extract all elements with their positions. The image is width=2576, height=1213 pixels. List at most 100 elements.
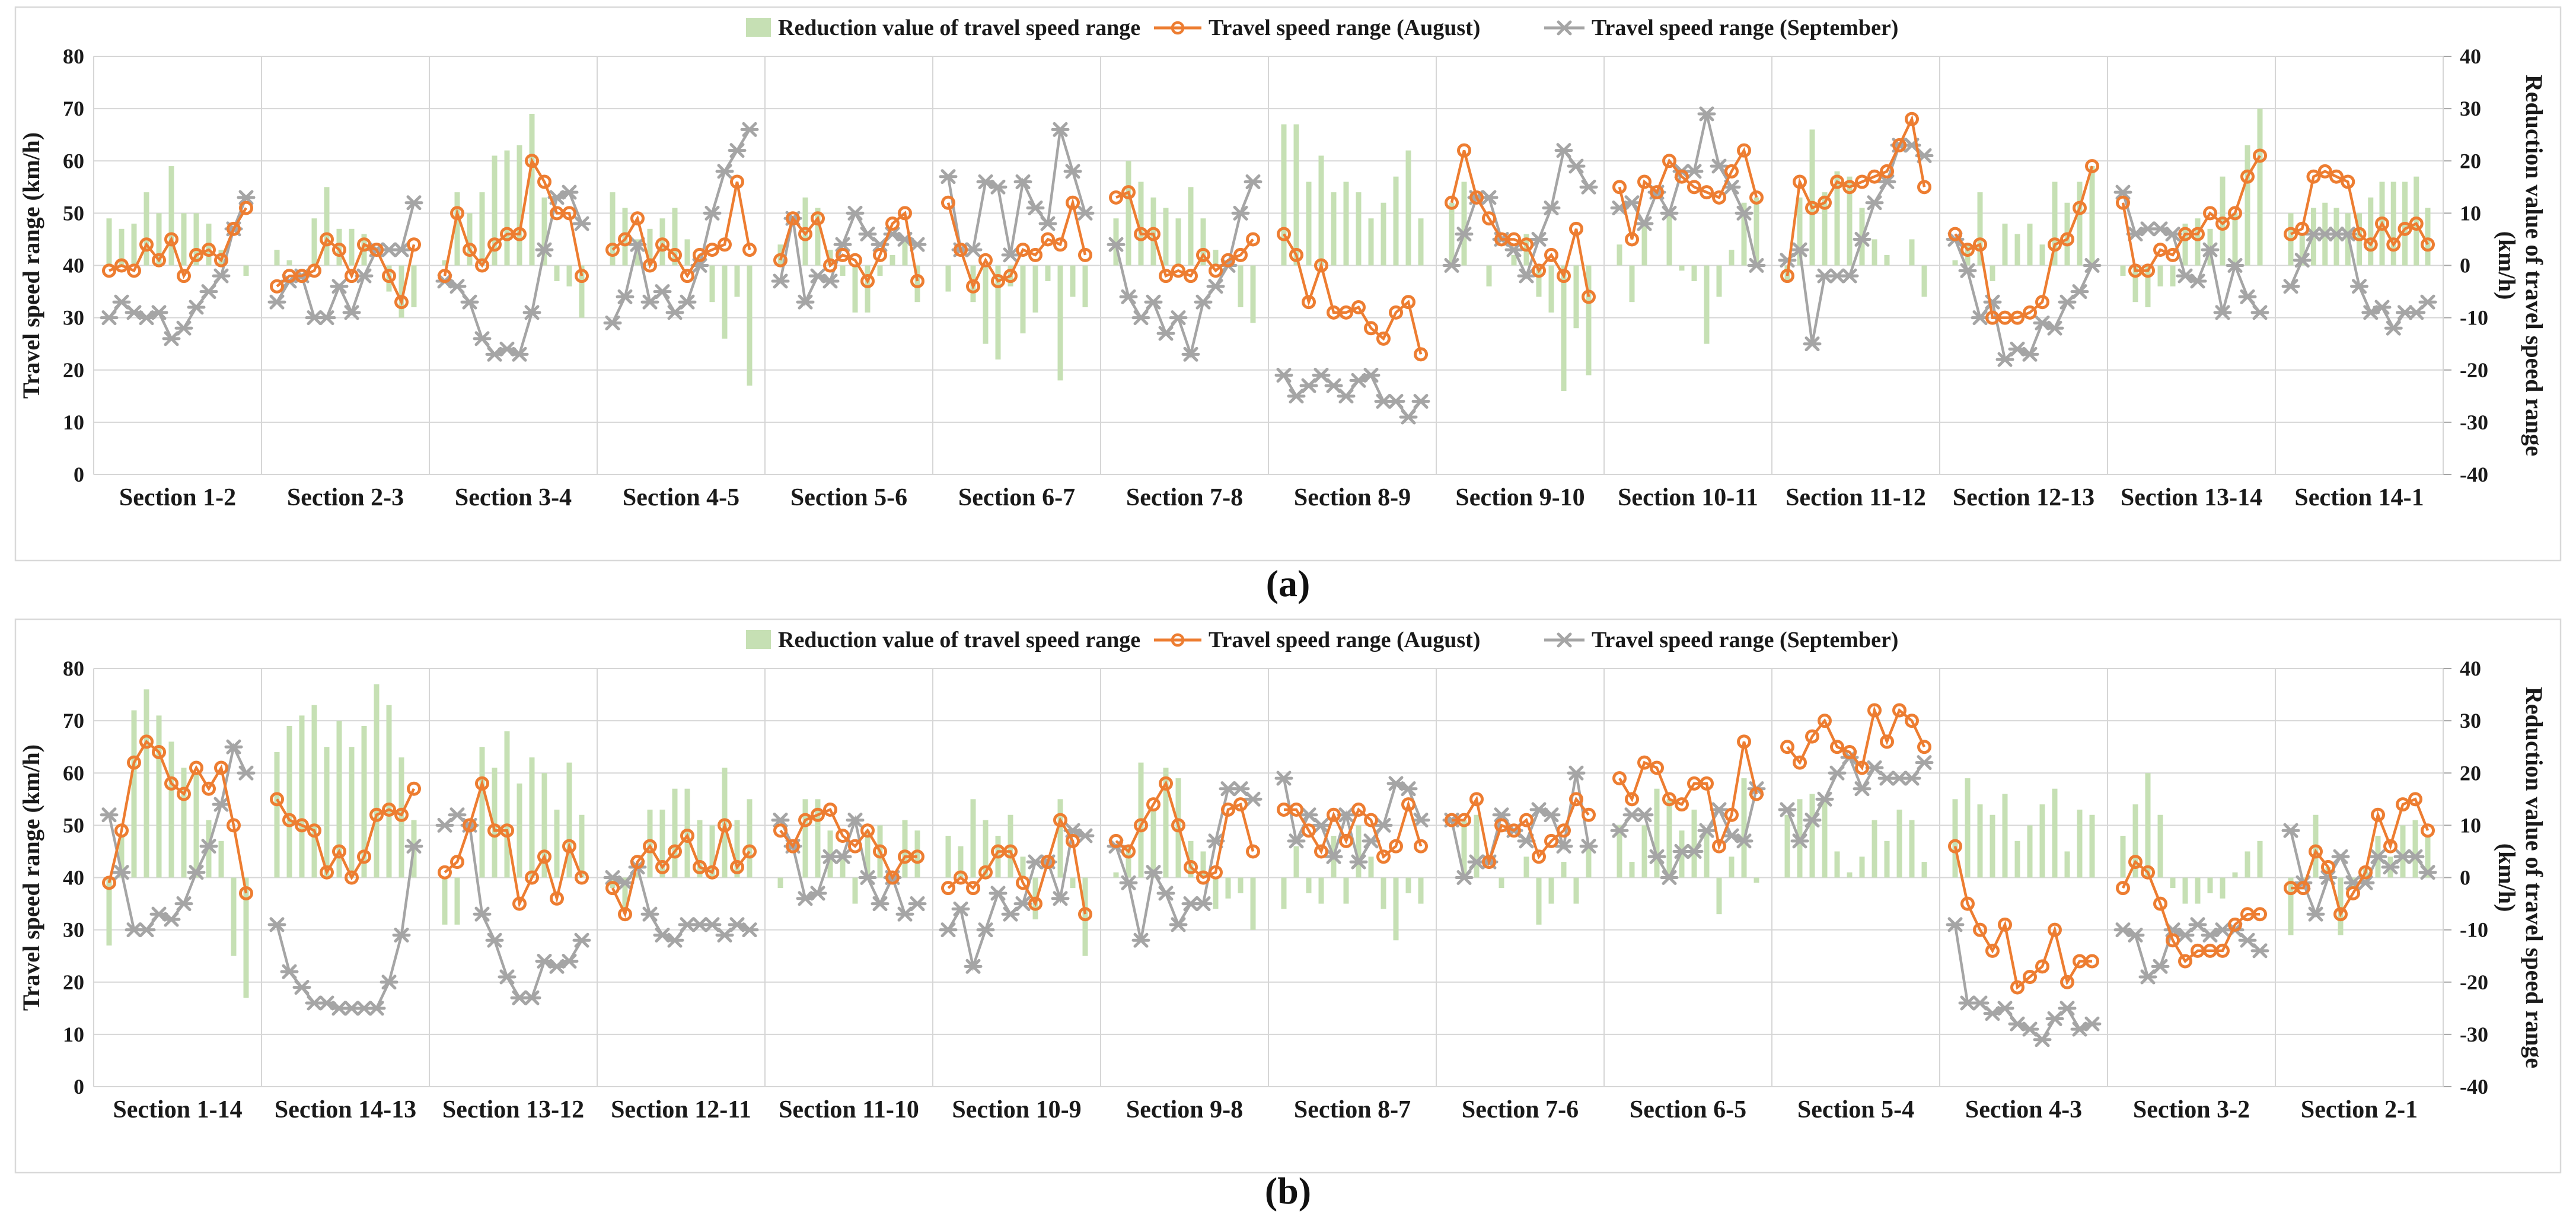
- september-x-marker: [510, 346, 529, 362]
- reduction-bar: [610, 192, 616, 266]
- august-circle-marker: [1364, 813, 1378, 827]
- reduction-bar: [635, 239, 640, 266]
- september-x-marker: [2331, 849, 2350, 864]
- september-x-marker: [833, 849, 852, 864]
- left-axis-title: Travel speed range (km/h): [18, 132, 44, 399]
- reduction-bar: [1834, 171, 1840, 266]
- august-circle-marker: [1401, 295, 1415, 310]
- september-x-marker: [460, 294, 479, 310]
- september-x-marker: [1828, 765, 1847, 781]
- september-x-marker: [1144, 294, 1163, 310]
- september-x-marker: [149, 305, 168, 320]
- reduction-bar: [1536, 265, 1542, 297]
- september-x-marker: [1915, 755, 1934, 771]
- reduction-bar: [442, 877, 448, 925]
- september-x-marker: [1299, 807, 1318, 823]
- reduction-bar: [1188, 187, 1194, 266]
- august-circle-marker: [848, 839, 862, 854]
- august-series: [438, 776, 589, 911]
- august-circle-marker: [2203, 206, 2217, 221]
- reduction-bar: [852, 265, 858, 313]
- reduction-bar: [554, 809, 560, 878]
- reduction-bar: [747, 799, 753, 878]
- september-x-marker: [1026, 200, 1045, 216]
- august-circle-marker: [177, 269, 191, 284]
- section-label: Section 7-8: [1126, 484, 1243, 511]
- september-x-marker: [1555, 20, 1574, 36]
- september-x-marker: [1299, 378, 1318, 393]
- september-x-marker: [149, 906, 168, 922]
- august-circle-marker: [1867, 703, 1882, 718]
- august-circle-marker: [643, 258, 657, 273]
- september-x-marker: [1554, 143, 1573, 158]
- reduction-bar: [1405, 877, 1411, 893]
- reduction-bar: [684, 239, 690, 266]
- reduction-bar: [1617, 825, 1622, 878]
- august-circle-marker: [730, 859, 744, 874]
- reduction-bar: [709, 825, 715, 878]
- reduction-bar: [902, 239, 908, 266]
- august-circle-marker: [873, 247, 887, 262]
- september-x-marker: [112, 294, 131, 310]
- august-circle-marker: [860, 273, 875, 288]
- legend-bar-label: Reduction value of travel speed range: [778, 15, 1140, 40]
- reduction-bar: [1977, 804, 1983, 878]
- reduction-bar: [1126, 846, 1131, 878]
- september-x-marker: [1865, 760, 1884, 775]
- reduction-bar: [168, 741, 174, 878]
- september-x-marker: [2083, 258, 2102, 273]
- reduction-bar: [286, 260, 292, 266]
- panel-frame: [14, 618, 2562, 1174]
- september-x-marker: [1710, 802, 1729, 817]
- august-circle-marker: [655, 859, 669, 874]
- august-circle-marker: [2191, 227, 2205, 241]
- august-circle-marker: [2023, 969, 2037, 984]
- reduction-bar: [386, 705, 392, 878]
- reduction-bar: [1990, 265, 1995, 281]
- september-x-marker: [1567, 158, 1586, 174]
- section-label: Section 8-7: [1294, 1096, 1411, 1123]
- reduction-bar: [1306, 877, 1312, 893]
- september-x-marker: [112, 865, 131, 880]
- august-circle-marker: [1364, 321, 1378, 336]
- september-x-marker: [1635, 216, 1654, 231]
- september-x-marker: [939, 169, 958, 184]
- section-label: Section 12-11: [611, 1096, 751, 1123]
- reduction-bar: [1356, 825, 1362, 878]
- september-x-marker: [1001, 906, 1020, 922]
- august-circle-marker: [394, 807, 409, 822]
- section-label: Section 11-12: [1786, 484, 1926, 511]
- august-circle-marker: [369, 807, 384, 822]
- august-series: [102, 200, 253, 284]
- august-circle-marker: [525, 870, 539, 885]
- august-circle-marker: [295, 818, 309, 833]
- september-x-marker: [535, 954, 554, 969]
- right-axis-tick: 40: [2460, 44, 2481, 68]
- september-x-marker: [628, 237, 647, 252]
- legend-panel-a: Reduction value of travel speed range Tra…: [746, 15, 1898, 40]
- september-x-marker: [2250, 305, 2269, 320]
- reduction-bar: [1536, 877, 1542, 925]
- august-circle-marker: [1302, 295, 1316, 310]
- reduction-bar: [299, 715, 305, 878]
- reduction-bar: [709, 265, 715, 303]
- september-x-marker: [808, 268, 827, 284]
- august-circle-marker: [1171, 263, 1185, 278]
- september-x-marker: [392, 927, 411, 943]
- september-x-marker: [1169, 310, 1188, 326]
- reduction-bar: [529, 113, 535, 266]
- august-circle-marker: [2421, 823, 2435, 838]
- reduction-bar: [2039, 244, 2045, 266]
- august-circle-marker: [407, 781, 421, 796]
- left-axis-tick: 0: [74, 1075, 84, 1099]
- september-x-marker: [392, 242, 411, 257]
- september-x-marker: [485, 346, 504, 362]
- august-circle-marker: [1339, 833, 1353, 848]
- reduction-bar: [1666, 799, 1672, 878]
- august-circle-marker: [773, 823, 788, 838]
- september-x-marker: [224, 739, 243, 754]
- august-circle-marker: [2240, 169, 2255, 184]
- section-section-1-2: Section 1-2: [100, 166, 256, 511]
- august-series: [270, 781, 421, 885]
- august-circle-marker: [860, 823, 875, 838]
